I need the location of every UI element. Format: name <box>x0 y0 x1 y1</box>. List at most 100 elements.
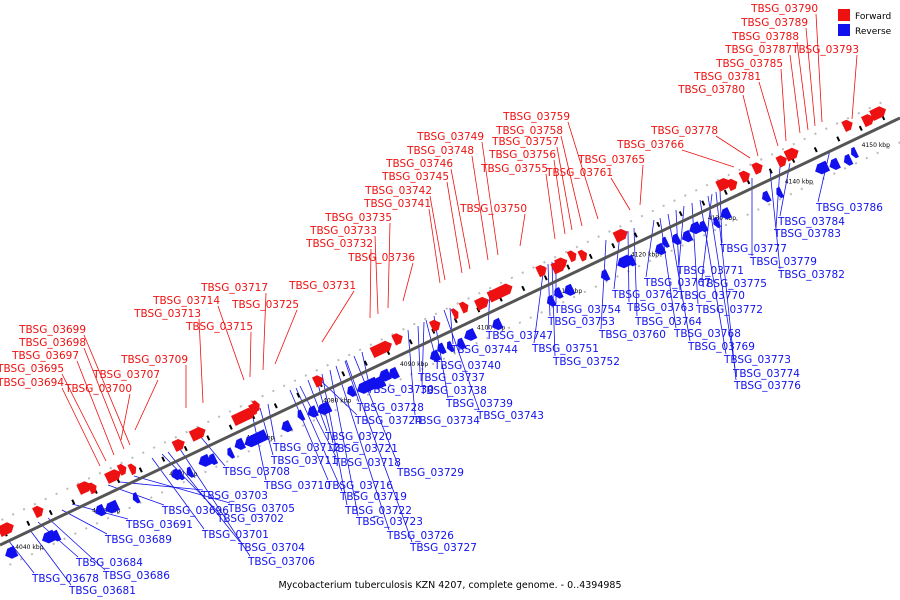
forward-gene-label: TBSG_03694 <box>0 377 64 389</box>
forward-gene-arrow <box>841 119 853 132</box>
reverse-gene-label: TBSG_03771 <box>676 265 744 277</box>
kbp-label: 4080 kbp <box>323 398 351 405</box>
backbone-tick <box>431 328 436 334</box>
forward-leader-line <box>758 81 779 147</box>
forward-gene-label: TBSG_03699 <box>18 324 86 336</box>
forward-leader-line <box>262 292 267 371</box>
reverse-gene-arrow <box>51 529 62 542</box>
reverse-leader-line <box>345 359 413 543</box>
reverse-gene-label: TBSG_03740 <box>433 360 501 372</box>
reverse-leader-line <box>61 509 108 535</box>
reverse-leader-line <box>167 451 241 543</box>
forward-gene-arrow <box>861 114 875 128</box>
forward-leader-line <box>805 27 816 127</box>
reverse-gene-label: TBSG_03751 <box>531 343 599 355</box>
forward-gene-label: TBSG_03733 <box>309 225 377 237</box>
backbone-tick <box>183 445 188 452</box>
forward-gene-label: TBSG_03735 <box>324 212 392 224</box>
reverse-leader-line <box>547 263 551 317</box>
forward-gene-label: TBSG_03788 <box>731 31 799 43</box>
reverse-leader-line <box>443 309 480 411</box>
reverse-leader-line <box>177 445 251 557</box>
gene-labels: TBSG_03694 TBSG_03695TBSG_03697TBSG_03698… <box>0 3 883 597</box>
reverse-gene-arrow <box>564 283 576 296</box>
reverse-gene-label: TBSG_03728 <box>356 402 424 414</box>
forward-gene-label: TBSG_03715 <box>185 321 253 333</box>
reverse-gene-label: TBSG_03752 <box>552 356 620 368</box>
reverse-gene-arrow <box>186 466 195 478</box>
forward-gene-arrow <box>32 505 44 519</box>
forward-leader-line <box>429 195 446 281</box>
reverse-gene-label: TBSG_03764 <box>634 316 702 328</box>
backbone-tick <box>228 424 233 430</box>
forward-leader-line <box>481 141 499 256</box>
reverse-gene-label: TBSG_03775 <box>699 278 767 290</box>
forward-gene-arrow <box>87 482 97 495</box>
kbp-label: 4140 kbp <box>785 179 813 186</box>
backbone-tick <box>341 371 346 377</box>
reverse-gene-label: TBSG_03726 <box>386 530 454 542</box>
forward-leader-line <box>639 164 644 206</box>
forward-gene-label: TBSG_03742 <box>364 185 432 197</box>
reverse-gene-arrow <box>198 453 212 467</box>
reverse-leader-line <box>299 385 337 458</box>
kbp-label: 4100 kbp <box>477 325 505 332</box>
backbone-tick <box>588 253 593 260</box>
reverse-gene-label: TBSG_03739 <box>445 398 513 410</box>
forward-leader-line <box>471 155 489 261</box>
reverse-gene-label: TBSG_03706 <box>247 556 315 568</box>
forward-leader-line <box>519 213 526 247</box>
forward-gene-arrow <box>738 170 750 183</box>
forward-gene-arrow <box>127 463 137 476</box>
forward-leader-line <box>134 379 159 431</box>
reverse-gene-label: TBSG_03784 <box>777 216 845 228</box>
forward-leader-line <box>321 290 355 343</box>
forward-leader-line <box>83 347 125 450</box>
forward-gene-label: TBSG_03698 <box>18 337 86 349</box>
forward-gene-label: TBSG_03749 <box>416 131 484 143</box>
backbone-tick <box>363 360 368 366</box>
forward-leader-line <box>567 121 599 220</box>
forward-gene-arrow <box>474 296 489 311</box>
reverse-leader-line <box>133 475 231 504</box>
reverse-gene-label: TBSG_03777 <box>719 243 787 255</box>
forward-leader-line <box>76 360 115 456</box>
reverse-leader-line <box>417 325 421 373</box>
forward-gene-label: TBSG_03756 <box>488 149 556 161</box>
reverse-gene-arrow <box>5 545 19 559</box>
backbone-tick <box>701 200 706 206</box>
forward-gene-arrow <box>391 333 403 346</box>
reverse-gene-label: TBSG_03776 <box>733 380 801 392</box>
reverse-gene-arrow <box>672 233 682 246</box>
backbone-tick <box>48 509 53 516</box>
reverse-gene-label: TBSG_03723 <box>355 516 423 528</box>
reverse-gene-label: TBSG_03762 <box>611 289 679 301</box>
forward-gene-arrow <box>612 228 628 243</box>
forward-leader-line <box>553 159 566 235</box>
reverse-gene-label: TBSG_03743 <box>476 410 544 422</box>
forward-gene-arrow <box>535 264 547 278</box>
forward-leader-line <box>796 41 809 131</box>
reverse-gene-label: TBSG_03760 <box>598 329 666 341</box>
forward-gene-arrow <box>577 249 588 262</box>
backbone-tick <box>26 520 31 526</box>
forward-gene-arrow <box>458 301 469 314</box>
forward-gene-arrow <box>869 106 886 121</box>
forward-gene-label: TBSG_03780 <box>677 84 745 96</box>
forward-gene-arrow <box>0 522 14 537</box>
reverse-leader-line <box>551 261 556 357</box>
backbone-tick <box>273 403 278 409</box>
backbone-tick <box>678 211 683 217</box>
reverse-gene-label: TBSG_03702 <box>216 513 284 525</box>
reverse-gene-label: TBSG_03744 <box>450 344 518 356</box>
backbone-tick <box>611 243 616 249</box>
forward-gene-label: TBSG_03736 <box>347 252 415 264</box>
reverse-gene-label: TBSG_03711 <box>270 455 338 467</box>
forward-leader-line <box>450 168 471 270</box>
forward-gene-label: TBSG_03709 <box>120 354 188 366</box>
reverse-gene-arrow <box>317 401 333 415</box>
reverse-leader-line <box>295 387 343 492</box>
forward-leader-line <box>681 149 735 168</box>
reverse-gene-label: TBSG_03734 <box>412 415 480 427</box>
reverse-leader-line <box>321 373 348 506</box>
